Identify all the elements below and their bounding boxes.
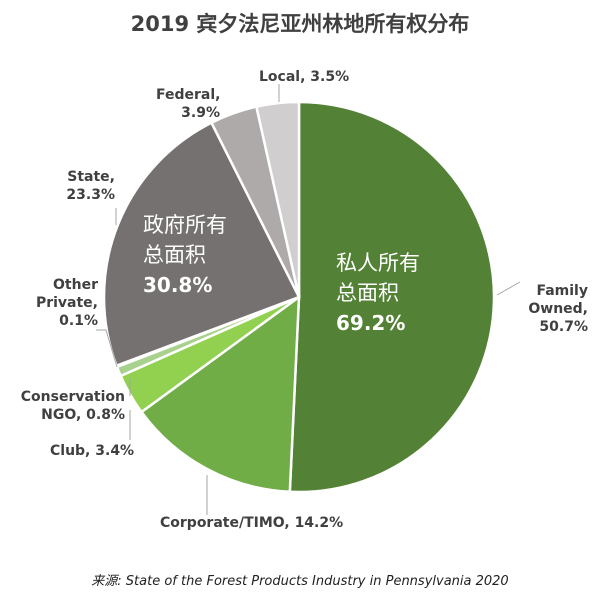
slice-local bbox=[254, 100, 301, 298]
label-state: State, 23.3% bbox=[66, 169, 115, 203]
label-club: Club, 3.4% bbox=[50, 443, 135, 459]
source-note: 来源: State of the Forest Products Industr… bbox=[91, 574, 509, 589]
label-family-owned: Family Owned, 50.7% bbox=[528, 283, 588, 335]
label-local: Local, 3.5% bbox=[259, 69, 350, 85]
leader-other-private bbox=[96, 329, 118, 368]
label-federal: Federal, 3.9% bbox=[156, 87, 221, 121]
label-private-total: 私人所有 总面积 69.2% bbox=[336, 251, 420, 335]
leader-family bbox=[496, 281, 521, 296]
chart-title: 2019 宾夕法尼亚州林地所有权分布 bbox=[130, 12, 470, 36]
slice-corporate-timo bbox=[139, 294, 301, 494]
label-corporate-timo: Corporate/TIMO, 14.2% bbox=[160, 515, 344, 531]
slice-family-owned bbox=[288, 100, 496, 494]
label-other-private: Other Private, 0.1% bbox=[35, 277, 98, 329]
label-conservation-ngo: Conservation NGO, 0.8% bbox=[20, 389, 125, 423]
label-government-total: 政府所有 总面积 30.8% bbox=[143, 213, 227, 297]
